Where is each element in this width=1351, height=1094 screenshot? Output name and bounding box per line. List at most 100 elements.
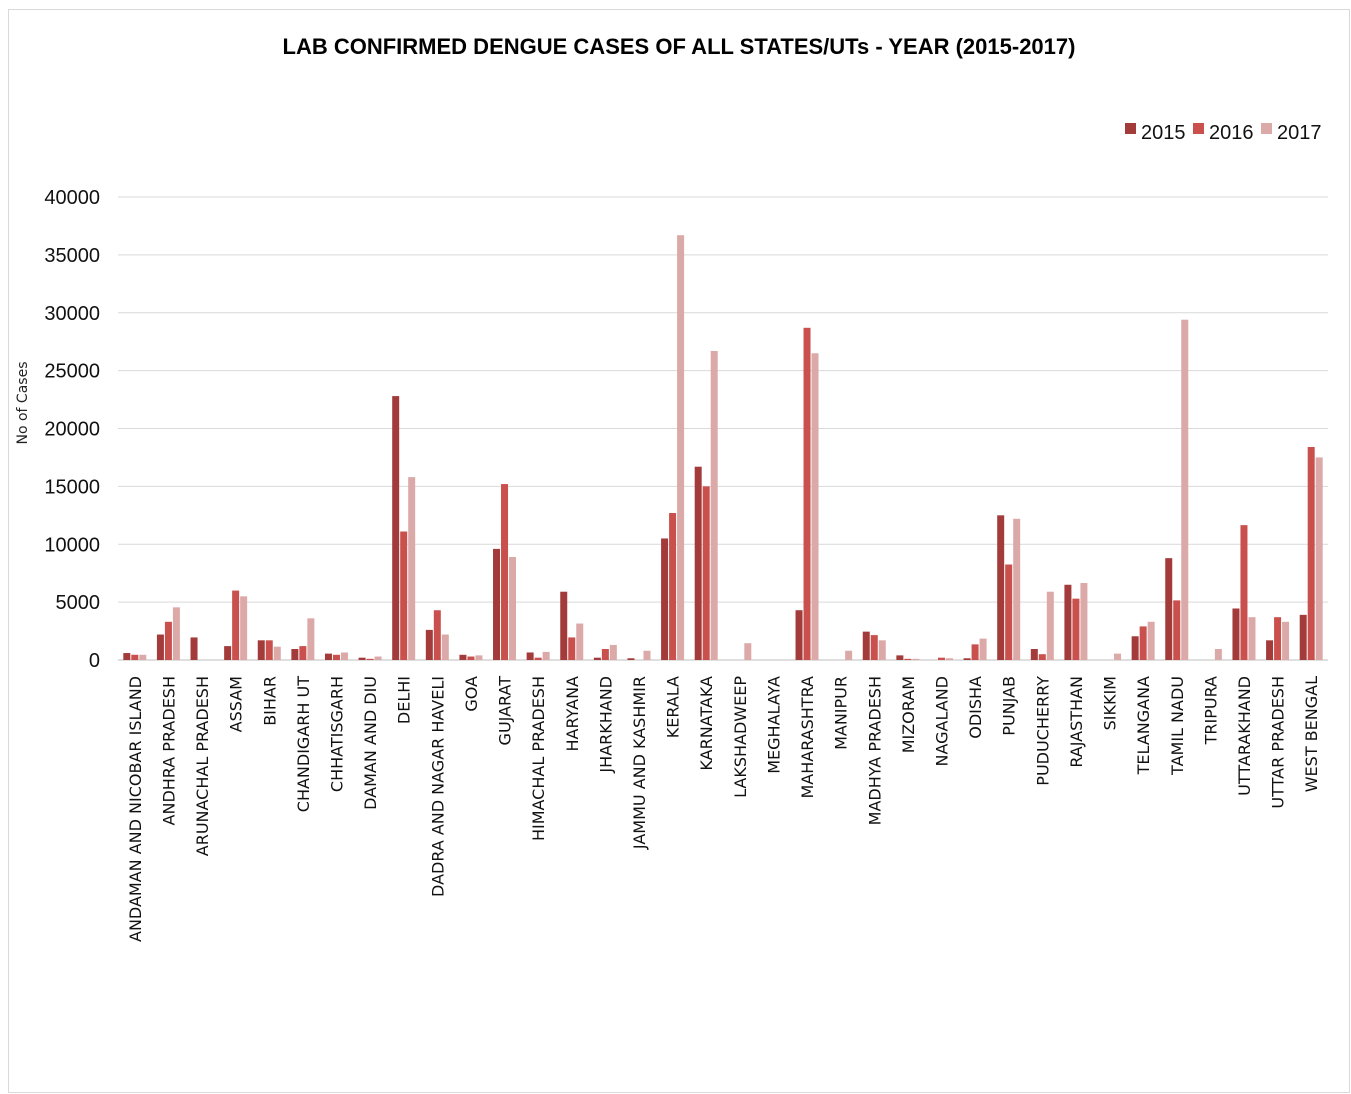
x-tick-label: PUDUCHERRY (1033, 676, 1052, 786)
x-tick-label: UTTARAKHAND (1235, 676, 1254, 796)
bar-2015-uttar-pradesh (1266, 640, 1274, 660)
bar-2015-karnataka (694, 466, 702, 660)
bar-2015-chhatisgarh (324, 653, 332, 660)
bar-2017-karnataka (710, 350, 718, 660)
bar-2016-uttarakhand (1240, 525, 1248, 660)
bar-2017-jharkhand (609, 644, 617, 660)
legend-swatch-2017 (1261, 123, 1272, 134)
x-tick-label: ARUNACHAL PRADESH (193, 676, 212, 856)
bar-2015-arunachal-pradesh (190, 637, 198, 660)
bar-2016-maharashtra (803, 327, 811, 660)
x-tick-label: MIZORAM (899, 676, 918, 753)
bar-2017-maharashtra (811, 353, 819, 660)
bar-2017-manipur (845, 650, 853, 660)
bar-2015-gujarat (493, 548, 501, 660)
bar-2017-haryana (576, 623, 584, 660)
x-tick-label: UTTAR PRADESH (1269, 676, 1288, 809)
bar-2016-andhra-pradesh (164, 621, 172, 660)
legend-swatch-2015 (1125, 123, 1136, 134)
x-tick-label: TRIPURA (1201, 676, 1220, 745)
bar-2015-uttarakhand (1232, 608, 1240, 660)
bar-2015-maharashtra (795, 610, 803, 660)
y-tick-label: 40000 (44, 187, 100, 209)
y-tick-label: 20000 (44, 419, 100, 441)
x-axis-ticks: ANDAMAN AND NICOBAR ISLAND ANDHRA PRADESH… (126, 676, 1321, 942)
bar-2017-west-bengal (1315, 457, 1323, 660)
bar-2016-dadra-and-nagar-haveli (433, 610, 441, 660)
bar-2016-bihar (265, 640, 273, 660)
bar-2015-bihar (257, 640, 265, 660)
bar-2016-chandigarh-ut (299, 646, 307, 660)
bar-2016-chhatisgarh (332, 654, 340, 660)
y-tick-label: 25000 (44, 361, 100, 383)
bar-2016-goa (467, 656, 475, 660)
bar-2017-daman-and-diu (374, 656, 382, 660)
bar-2015-west-bengal (1299, 614, 1307, 660)
bar-2015-himachal-pradesh (526, 652, 534, 660)
y-axis-ticks: 0 5000 10000 15000 20000 25000 30000 35000 40000 (44, 187, 100, 672)
x-tick-label: CHHATISGARH (327, 676, 346, 792)
bar-2017-gujarat (509, 556, 517, 660)
bar-2015-kerala (661, 538, 669, 660)
bar-2015-jharkhand (593, 657, 601, 660)
bar-2017-kerala (677, 235, 685, 660)
bar-2017-lakshadweep (744, 643, 752, 660)
x-tick-label: BIHAR (260, 676, 279, 726)
bar-2017-uttarakhand (1248, 617, 1256, 660)
bar-2017-uttar-pradesh (1282, 621, 1290, 660)
bar-2015-daman-and-diu (358, 657, 366, 660)
bar-2016-daman-and-diu (366, 658, 374, 660)
bar-2016-tamil-nadu (1173, 600, 1181, 660)
y-tick-label: 30000 (44, 303, 100, 325)
bar-2015-odisha (963, 658, 971, 660)
bar-2015-puducherry (1030, 649, 1038, 660)
bar-2016-nagaland (937, 657, 945, 660)
x-tick-label: HIMACHAL PRADESH (529, 676, 548, 841)
y-tick-label: 5000 (56, 592, 101, 614)
legend: 2015 2016 2017 (1125, 122, 1322, 144)
x-tick-label: NAGALAND (932, 676, 951, 767)
gridlines (118, 196, 1328, 661)
bar-2017-dadra-and-nagar-haveli (441, 634, 449, 660)
bar-2015-assam (224, 646, 232, 660)
bar-2017-punjab (1013, 518, 1021, 660)
x-tick-label: MEGHALAYA (764, 676, 783, 774)
x-tick-label: KARNATAKA (697, 676, 716, 771)
x-tick-label: ANDHRA PRADESH (159, 676, 178, 825)
bar-2015-tamil-nadu (1165, 558, 1173, 660)
bar-2015-rajasthan (1064, 584, 1072, 660)
bar-2015-dadra-and-nagar-haveli (425, 629, 433, 660)
bar-2015-haryana (560, 591, 568, 660)
legend-swatch-2016 (1193, 123, 1204, 134)
bar-2017-delhi (408, 477, 416, 660)
x-tick-label: MAHARASHTRA (798, 676, 817, 799)
bar-2016-himachal-pradesh (534, 657, 542, 660)
bar-2017-mizoram (912, 658, 920, 660)
x-tick-label: TAMIL NADU (1168, 676, 1187, 776)
bar-2016-jharkhand (601, 649, 609, 660)
x-tick-label: GOA (462, 676, 481, 712)
bar-2017-himachal-pradesh (542, 651, 550, 660)
bar-2017-nagaland (945, 658, 953, 660)
legend-label-2015: 2015 (1141, 122, 1186, 144)
bar-2016-delhi (400, 531, 408, 660)
bar-2017-sikkim (1114, 653, 1122, 660)
y-tick-label: 35000 (44, 245, 100, 267)
bar-2016-rajasthan (1072, 598, 1080, 660)
x-tick-label: MADHYA PRADESH (865, 676, 884, 825)
x-tick-label: TELANGANA (1134, 676, 1153, 775)
legend-label-2017: 2017 (1277, 122, 1322, 144)
legend-label-2016: 2016 (1209, 122, 1254, 144)
x-tick-label: RAJASTHAN (1067, 676, 1086, 768)
bar-2016-assam (232, 590, 240, 660)
chart-title: LAB CONFIRMED DENGUE CASES OF ALL STATES… (283, 34, 1076, 59)
bar-2017-chhatisgarh (340, 652, 348, 660)
x-tick-label: DELHI (395, 676, 414, 724)
bar-2016-haryana (568, 637, 576, 660)
x-tick-label: MANIPUR (832, 676, 851, 750)
bar-2017-telangana (1147, 621, 1155, 660)
bar-2017-assam (240, 596, 248, 660)
x-tick-label: DAMAN AND DIU (361, 676, 380, 810)
bar-2015-andaman-and-nicobar-island (123, 653, 131, 660)
